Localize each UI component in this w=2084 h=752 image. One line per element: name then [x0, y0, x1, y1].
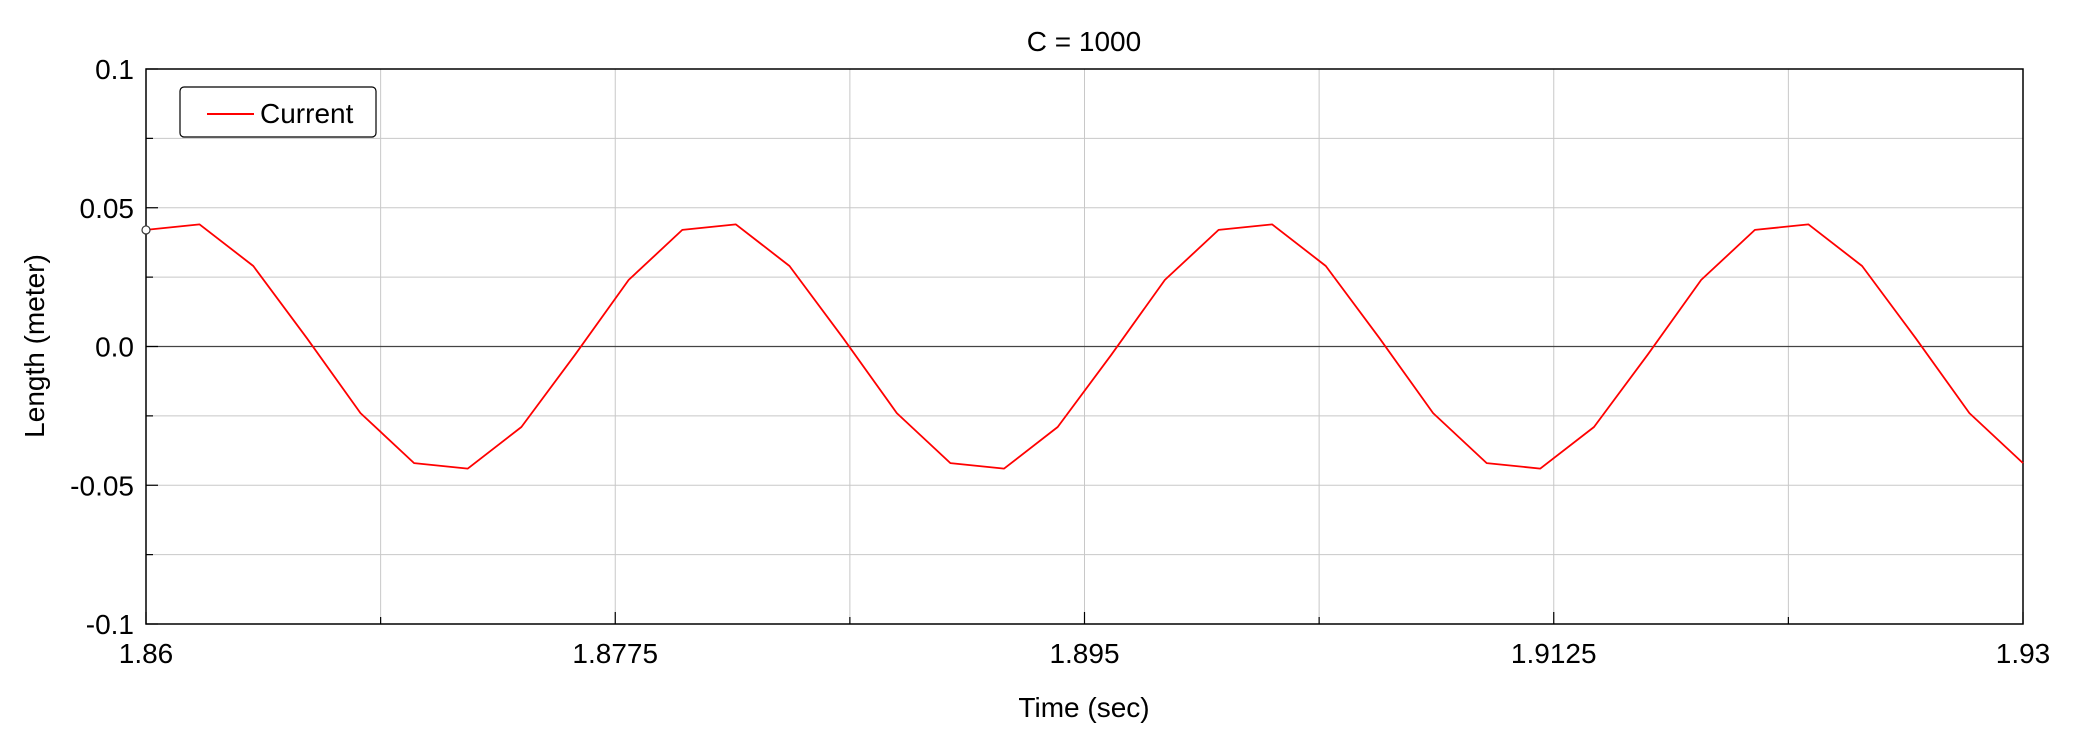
legend: Current: [179, 86, 377, 138]
y-tick-label: -0.05: [70, 470, 134, 501]
series-layer: [141, 223, 2024, 470]
x-tick-label: 1.86: [119, 638, 174, 669]
y-tick-label: 0.05: [80, 193, 135, 224]
series-start-marker: [141, 225, 151, 235]
x-axis-label: Time (sec): [1018, 692, 1149, 723]
x-tick-label: 1.9125: [1511, 638, 1597, 669]
legend-box: [179, 86, 377, 138]
y-tick-label: 0.1: [95, 54, 134, 85]
x-tick-label: 1.8775: [572, 638, 658, 669]
chart-title: C = 1000: [1027, 26, 1141, 57]
series-line-current: [145, 223, 2024, 470]
grid: [146, 69, 2023, 624]
y-axis-label: Length (meter): [19, 254, 50, 438]
y-tick-label: -0.1: [86, 609, 134, 640]
x-tick-label: 1.895: [1049, 638, 1119, 669]
legend-label-current: Current: [260, 98, 354, 129]
x-tick-label: 1.93: [1996, 638, 2051, 669]
y-tick-label: 0.0: [95, 332, 134, 363]
axis-ticks: 1.86 1.8775 1.895 1.9125 1.93 0.1 0.05 0.0 -0.05…: [70, 54, 2050, 669]
